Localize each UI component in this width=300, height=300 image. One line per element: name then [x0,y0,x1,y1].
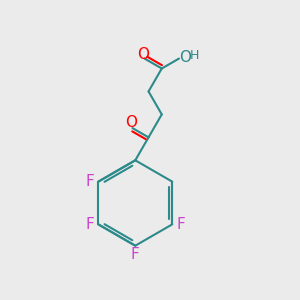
Text: O: O [179,50,191,64]
Text: O: O [137,47,149,62]
Text: F: F [176,217,185,232]
Text: F: F [85,217,94,232]
Text: O: O [125,115,137,130]
Text: F: F [85,174,94,189]
Text: H: H [190,49,200,62]
Text: F: F [131,247,140,262]
